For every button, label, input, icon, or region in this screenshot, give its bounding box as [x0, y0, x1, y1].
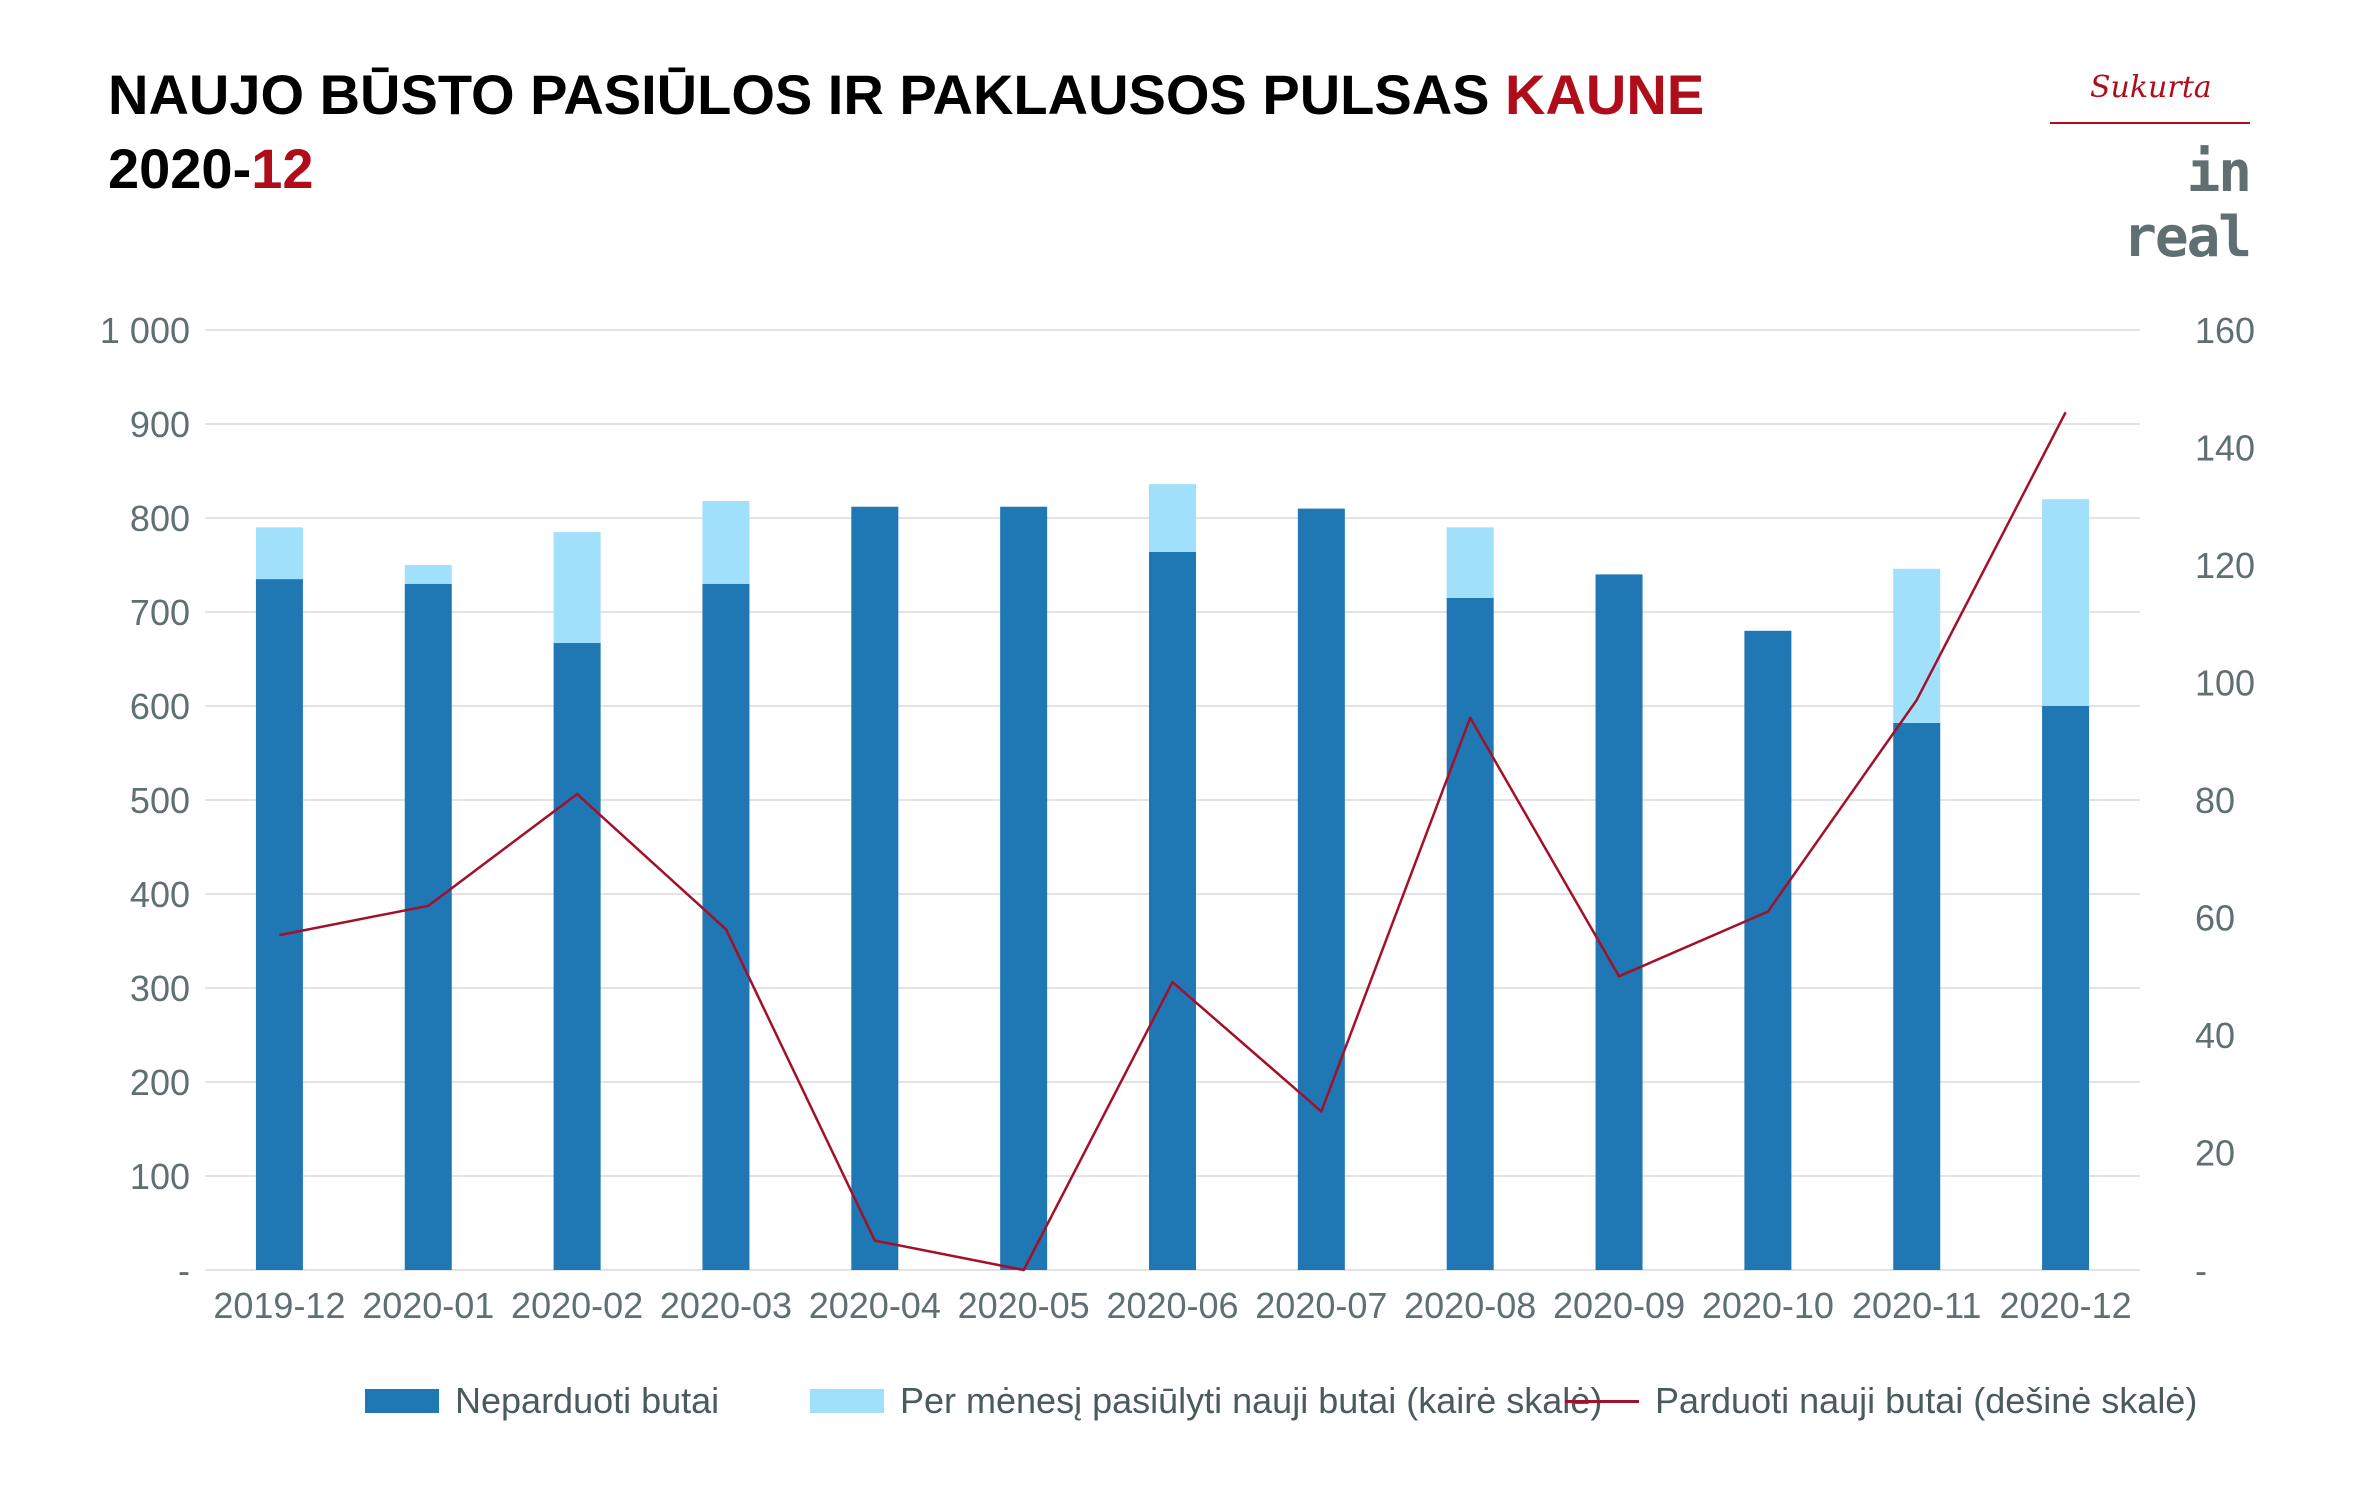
legend-label-unsold: Neparduoti butai: [455, 1380, 720, 1421]
x-tick-label: 2020-12: [2000, 1285, 2132, 1326]
title-city: KAUNE: [1505, 63, 1705, 126]
logo-tagline: Sukurta: [2090, 70, 2212, 105]
right-tick-label: 40: [2195, 1015, 2235, 1056]
legend-item-offered: Per mėnesį pasiūlyti nauji butai (kairė …: [810, 1380, 1602, 1422]
chart-title: NAUJO BŪSTO PASIŪLOS IR PAKLAUSOS PULSAS…: [108, 58, 1704, 206]
left-tick-label: 800: [130, 498, 190, 539]
logo-wordmark: in real: [2123, 140, 2252, 270]
bar-unsold: [1000, 506, 1048, 1271]
left-tick-label: 1 000: [100, 310, 190, 351]
bar-unsold: [1893, 722, 1941, 1270]
left-tick-label: 700: [130, 592, 190, 633]
right-tick-label: 160: [2195, 310, 2255, 351]
x-tick-label: 2019-12: [213, 1285, 345, 1326]
right-tick-label: 80: [2195, 780, 2235, 821]
x-tick-label: 2020-04: [809, 1285, 941, 1326]
title-line-1: NAUJO BŪSTO PASIŪLOS IR PAKLAUSOS PULSAS…: [108, 58, 1704, 132]
bar-offered: [702, 501, 750, 584]
x-tick-label: 2020-10: [1702, 1285, 1834, 1326]
bar-offered: [553, 532, 601, 644]
logo-underline: [2050, 122, 2250, 124]
right-tick-label: 140: [2195, 428, 2255, 469]
bar-unsold: [1149, 551, 1196, 1270]
bar-unsold: [702, 583, 750, 1270]
bar-unsold: [851, 506, 899, 1271]
title-main: NAUJO BŪSTO PASIŪLOS IR PAKLAUSOS PULSAS: [108, 63, 1506, 126]
left-tick-label: 200: [130, 1062, 190, 1103]
legend-swatch-offered: [810, 1389, 884, 1413]
right-tick-label: 60: [2195, 898, 2235, 939]
left-tick-label: 500: [130, 780, 190, 821]
bar-offered: [1893, 568, 1941, 723]
legend-swatch-sold: [1565, 1399, 1639, 1403]
legend-item-sold: Parduoti nauji butai (dešinė skalė): [1565, 1380, 2197, 1422]
sold-line: [279, 411, 2067, 1272]
bar-unsold: [1595, 574, 1643, 1270]
left-tick-label: 100: [130, 1156, 190, 1197]
x-tick-label: 2020-07: [1255, 1285, 1387, 1326]
x-tick-label: 2020-11: [1852, 1285, 1981, 1326]
bar-offered: [1446, 527, 1494, 598]
bar-unsold: [1446, 597, 1494, 1270]
brand-logo: Sukurta in real: [2050, 70, 2252, 270]
x-tick-label: 2020-06: [1106, 1285, 1238, 1326]
legend-label-sold: Parduoti nauji butai (dešinė skalė): [1655, 1380, 2198, 1421]
x-tick-label: 2020-08: [1404, 1285, 1536, 1326]
legend-label-offered: Per mėnesį pasiūlyti nauji butai (kairė …: [900, 1380, 1603, 1421]
x-tick-label: 2020-09: [1553, 1285, 1685, 1326]
legend-item-unsold: Neparduoti butai: [365, 1380, 719, 1422]
right-tick-label: -: [2195, 1250, 2207, 1291]
bar-unsold: [404, 583, 452, 1270]
bar-unsold: [1297, 508, 1345, 1271]
bar-unsold: [553, 643, 601, 1270]
period-month: 12: [251, 137, 314, 200]
x-tick-label: 2020-03: [660, 1285, 792, 1326]
bar-offered: [1149, 484, 1196, 552]
bar-unsold: [2042, 706, 2090, 1270]
bar-offered: [2042, 499, 2090, 706]
x-tick-label: 2020-02: [511, 1285, 643, 1326]
period-main: 2020-: [108, 137, 252, 200]
legend-swatch-unsold: [365, 1389, 439, 1413]
x-tick-label: 2020-01: [362, 1285, 494, 1326]
right-tick-label: 120: [2195, 545, 2255, 586]
bar-unsold: [1744, 630, 1792, 1270]
left-tick-label: 900: [130, 404, 190, 445]
right-tick-label: 100: [2195, 663, 2255, 704]
bar-offered: [404, 565, 452, 584]
right-tick-label: 20: [2195, 1133, 2235, 1174]
title-line-2: 2020-12: [108, 132, 1704, 206]
bar-offered: [255, 527, 303, 580]
left-tick-label: 300: [130, 968, 190, 1009]
left-tick-label: 600: [130, 686, 190, 727]
chart-legend: Neparduoti butai Per mėnesį pasiūlyti na…: [0, 1380, 2371, 1430]
bar-unsold: [255, 579, 303, 1270]
x-tick-label: 2020-05: [958, 1285, 1090, 1326]
left-tick-label: -: [178, 1250, 190, 1291]
left-tick-label: 400: [130, 874, 190, 915]
